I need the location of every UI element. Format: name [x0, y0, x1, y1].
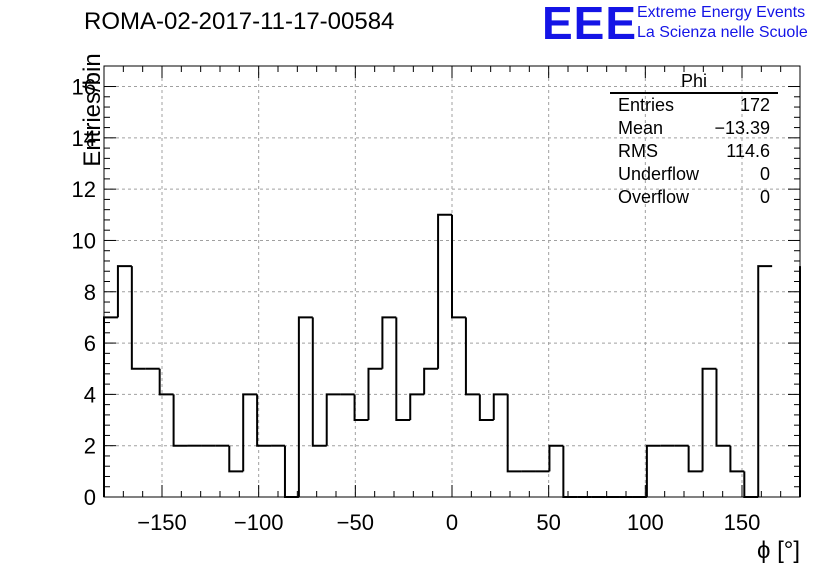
y-tick-label: 12 [72, 177, 96, 202]
stats-row-rms: RMS 114.6 [610, 140, 778, 163]
x-tick-label: 100 [627, 510, 664, 535]
y-axis-label: Entries/bin [79, 53, 106, 166]
stats-row-overflow: Overflow 0 [610, 186, 778, 209]
histogram-bin [242, 393, 258, 472]
run-title: ROMA-02-2017-11-17-00584 [84, 8, 395, 35]
stats-value: 172 [739, 95, 770, 115]
histogram-bin [715, 368, 731, 447]
y-tick-label: 16 [72, 75, 96, 100]
x-tick-label: 0 [446, 510, 458, 535]
x-axis-label: ϕ [°] [757, 537, 800, 564]
y-tick-label: 0 [84, 485, 96, 510]
stats-label: Underflow [618, 164, 700, 184]
histogram-bin [743, 471, 759, 498]
stats-row-mean: Mean −13.39 [610, 117, 778, 140]
histogram-bin [367, 367, 383, 421]
histogram-bin [103, 316, 118, 497]
y-tick-label: 10 [72, 228, 96, 253]
y-tick-label: 2 [84, 434, 96, 459]
histogram-bin [687, 445, 703, 473]
x-tick-label: 150 [724, 510, 761, 535]
histogram-bin [701, 367, 717, 472]
stats-value: −13.39 [714, 118, 770, 138]
stats-row-entries: Entries 172 [610, 94, 778, 117]
stats-label: Overflow [618, 187, 690, 207]
histogram-bin [228, 445, 244, 473]
histogram-bin [395, 317, 411, 422]
stats-title: Phi [610, 70, 778, 94]
stats-label: Mean [618, 118, 664, 138]
histogram-bin [464, 317, 480, 396]
histogram-bin [130, 266, 146, 370]
histogram-bin [562, 445, 578, 498]
stats-value: 114.6 [726, 141, 770, 161]
stats-box: Phi Entries 172 Mean −13.39 RMS 114.6 Un… [610, 70, 778, 209]
histogram-bin [325, 393, 341, 446]
histogram-bin [437, 213, 452, 369]
stats-value: 0 [759, 187, 770, 207]
eee-logo-text: Extreme Energy Events La Scienza nelle S… [637, 3, 808, 43]
y-tick-label: 8 [84, 280, 96, 305]
stats-value: 0 [759, 164, 770, 184]
histogram-bin [409, 393, 425, 421]
stats-label: Entries [618, 95, 675, 115]
logo-line-2: La Scienza nelle Scuole [637, 24, 808, 41]
histogram-bin [256, 394, 272, 447]
histogram-bin [381, 316, 397, 369]
histogram-bin [297, 316, 313, 497]
histogram-bin [353, 394, 369, 422]
y-tick-label: 6 [84, 331, 96, 356]
histogram-bin [548, 444, 564, 472]
histogram-bin [451, 214, 466, 319]
histogram-bin [172, 394, 188, 447]
histogram-bin [645, 444, 661, 497]
x-tick-label: −50 [337, 510, 374, 535]
histogram-bin [158, 368, 174, 396]
histogram-bin [283, 445, 299, 498]
histogram-bin [729, 445, 745, 473]
x-tick-label: −100 [234, 510, 284, 535]
histogram-bin [492, 393, 508, 421]
stats-label: RMS [618, 141, 658, 161]
histogram-bin [506, 394, 522, 473]
x-tick-label: 50 [536, 510, 560, 535]
histogram-bin [423, 367, 439, 395]
stats-row-underflow: Underflow 0 [610, 163, 778, 186]
y-tick-label: 4 [84, 382, 96, 407]
histogram-bin [116, 265, 132, 318]
x-tick-label: −150 [137, 510, 187, 535]
histogram-bin [757, 265, 773, 497]
eee-logo: EEE [542, 0, 638, 49]
y-tick-label: 14 [72, 126, 96, 151]
logo-line-1: Extreme Energy Events [637, 4, 806, 21]
histogram-bin [311, 317, 327, 447]
histogram-bin [478, 394, 494, 422]
